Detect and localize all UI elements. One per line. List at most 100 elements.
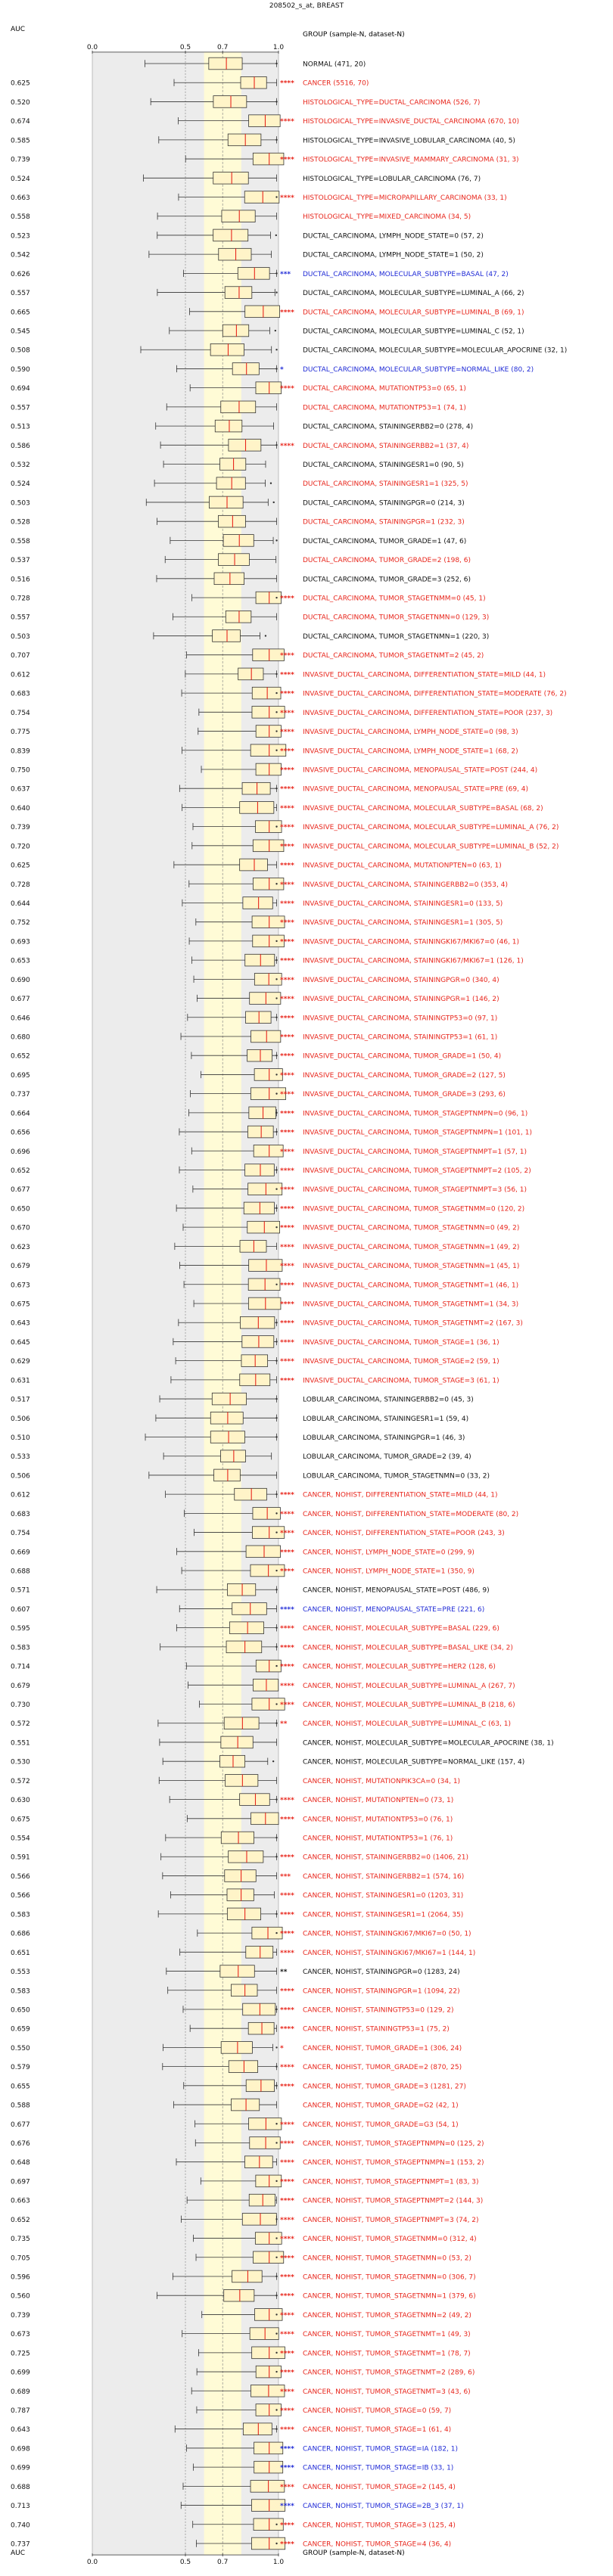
box <box>255 725 282 738</box>
significance-stars: **** <box>280 157 294 164</box>
significance-stars: **** <box>280 1167 294 1175</box>
box <box>244 191 280 204</box>
outlier-point <box>275 1188 278 1190</box>
box <box>228 1850 264 1863</box>
outlier-point <box>275 978 278 980</box>
group-label: INVASIVE_DUCTAL_CARCINOMA, STAININGKI67/… <box>303 938 519 946</box>
group-label: INVASIVE_DUCTAL_CARCINOMA, MOLECULAR_SUB… <box>303 824 559 831</box>
auc-value: 0.554 <box>11 1835 30 1843</box>
outlier-point <box>275 711 278 713</box>
auc-value: 0.675 <box>11 1301 30 1309</box>
significance-stars: **** <box>280 881 294 889</box>
auc-value: 0.625 <box>11 80 30 88</box>
auc-value: 0.572 <box>11 1720 30 1728</box>
auc-value: 0.503 <box>11 633 30 641</box>
group-label: CANCER, NOHIST, TUMOR_STAGEPTNMPT=3 (74,… <box>303 2217 479 2224</box>
outlier-point <box>275 1436 278 1438</box>
significance-stars: **** <box>280 652 294 660</box>
outlier-point <box>275 2351 278 2354</box>
box <box>248 1106 276 1120</box>
group-label: HISTOLOGICAL_TYPE=DUCTAL_CARCINOMA (526,… <box>303 99 480 107</box>
significance-stars: **** <box>280 1492 294 1499</box>
significance-stars: **** <box>280 1244 294 1251</box>
box <box>247 2021 275 2035</box>
outlier-point <box>275 691 278 694</box>
box <box>225 611 252 623</box>
significance-stars: **** <box>280 194 294 202</box>
box <box>240 76 267 89</box>
significance-stars: **** <box>280 1377 294 1384</box>
group-label: INVASIVE_DUCTAL_CARCINOMA, TUMOR_STAGEPT… <box>303 1148 527 1156</box>
outlier-point <box>275 1283 278 1285</box>
box <box>209 496 244 509</box>
box <box>220 1831 254 1844</box>
auc-value: 0.686 <box>11 1931 30 1938</box>
significance-stars: **** <box>280 919 294 927</box>
auc-value: 0.677 <box>11 2121 30 2129</box>
box <box>210 1431 245 1443</box>
outlier-point <box>275 2295 278 2297</box>
significance-stars: **** <box>280 1033 294 1041</box>
box <box>213 228 249 242</box>
significance-stars: **** <box>280 691 294 698</box>
significance-stars: **** <box>280 80 294 88</box>
group-label: CANCER, NOHIST, STAININGESR1=0 (1203, 31… <box>303 1892 463 1900</box>
auc-value: 0.713 <box>11 2503 30 2510</box>
auc-value: 0.675 <box>11 1816 30 1823</box>
group-label: LOBULAR_CARCINOMA, STAININGESR1=1 (59, 4… <box>303 1415 468 1423</box>
group-label: CANCER, NOHIST, TUMOR_STAGETNMN=0 (306, … <box>303 2273 476 2281</box>
significance-stars: **** <box>280 443 294 450</box>
auc-value: 0.698 <box>11 2445 30 2453</box>
auc-value: 0.629 <box>11 1358 30 1366</box>
significance-stars: **** <box>280 1511 294 1518</box>
x-tick-label: 0.5 <box>180 2559 191 2566</box>
box <box>250 2385 285 2397</box>
group-label: DUCTAL_CARCINOMA, MOLECULAR_SUBTYPE=LUMI… <box>303 309 524 316</box>
significance-stars: **** <box>280 2198 294 2205</box>
auc-value: 0.583 <box>11 1911 30 1919</box>
significance-stars: **** <box>280 1301 294 1309</box>
group-label: DUCTAL_CARCINOMA, MOLECULAR_SUBTYPE=MOLE… <box>303 347 567 355</box>
significance-stars: **** <box>280 1530 294 1537</box>
group-label: INVASIVE_DUCTAL_CARCINOMA, STAININGESR1=… <box>303 919 503 927</box>
significance-stars: **** <box>280 1854 294 1862</box>
auc-value: 0.520 <box>11 99 30 107</box>
auc-value: 0.664 <box>11 1110 30 1117</box>
group-label: HISTOLOGICAL_TYPE=INVASIVE_LOBULAR_CARCI… <box>303 137 515 144</box>
auc-value: 0.506 <box>11 1415 30 1423</box>
group-label: INVASIVE_DUCTAL_CARCINOMA, TUMOR_STAGETN… <box>303 1301 518 1309</box>
group-label: CANCER, NOHIST, MENOPAUSAL_STATE=PRE (22… <box>303 1606 484 1614</box>
auc-header-top: AUC <box>11 26 25 33</box>
box <box>254 973 282 986</box>
group-label: CANCER, NOHIST, TUMOR_STAGEPTNMPN=1 (153… <box>303 2159 484 2167</box>
x-tick-label: 0.5 <box>180 44 191 51</box>
outlier-point <box>275 1341 278 1343</box>
box <box>252 839 285 853</box>
significance-stars: **** <box>280 1186 294 1194</box>
auc-value: 0.516 <box>11 576 30 583</box>
significance-stars: **** <box>280 2121 294 2129</box>
significance-stars: **** <box>280 2407 294 2415</box>
significance-stars: **** <box>280 1625 294 1633</box>
group-label: CANCER, NOHIST, TUMOR_STAGETNMN=2 (49, 2… <box>303 2312 471 2320</box>
group-label: DUCTAL_CARCINOMA, STAININGPGR=0 (214, 3) <box>303 499 465 507</box>
box <box>245 2079 275 2093</box>
outlier-point <box>275 101 278 103</box>
auc-value: 0.739 <box>11 157 30 164</box>
box <box>254 2460 284 2474</box>
outlier-point <box>275 272 278 275</box>
significance-stars: **** <box>280 2522 294 2529</box>
group-label: CANCER, NOHIST, STAININGERBB2=1 (574, 16… <box>303 1873 464 1881</box>
outlier-point <box>275 1512 278 1515</box>
outlier-point <box>275 1397 278 1400</box>
auc-value: 0.644 <box>11 900 30 908</box>
significance-stars: **** <box>280 1911 294 1919</box>
significance-stars: **** <box>280 2064 294 2071</box>
outlier-point <box>275 2084 278 2087</box>
outlier-point <box>275 2428 278 2430</box>
group-label: CANCER, NOHIST, DIFFERENTIATION_STATE=MI… <box>303 1492 498 1499</box>
auc-value: 0.677 <box>11 996 30 1003</box>
box <box>218 553 250 566</box>
box <box>223 2289 255 2302</box>
group-label: DUCTAL_CARCINOMA, STAININGERBB2=0 (278, … <box>303 424 473 431</box>
